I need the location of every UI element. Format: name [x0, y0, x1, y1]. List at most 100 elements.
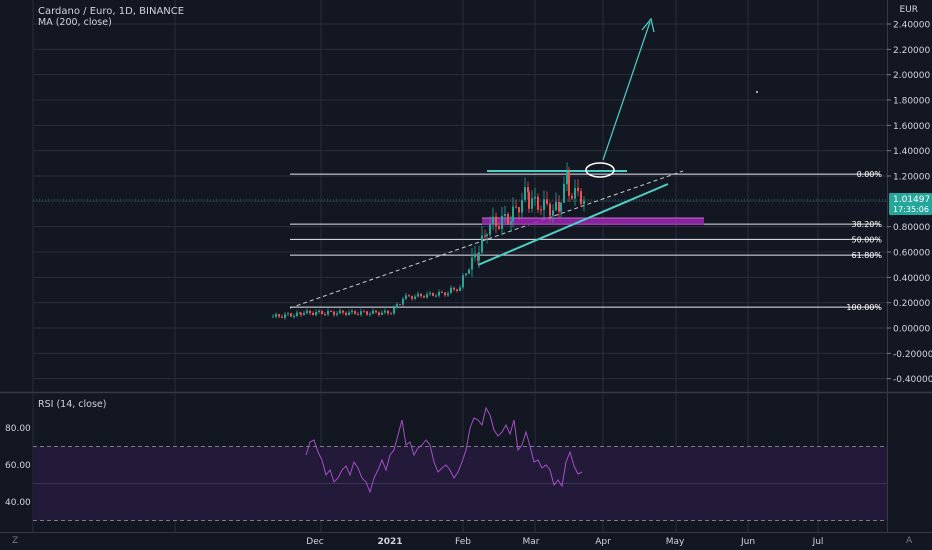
support-zone [482, 218, 704, 225]
candle-body [345, 312, 347, 316]
dashed-trendline [289, 170, 684, 309]
price-tick-label: 1.20000 [893, 173, 930, 183]
symbol-legend[interactable]: Cardano / Euro, 1D, BINANCE [38, 6, 184, 17]
ma-legend[interactable]: MA (200, close) [38, 17, 112, 28]
candle-body [549, 203, 551, 216]
candle-body [281, 316, 283, 318]
projection-arrow-line [602, 21, 651, 161]
candle-body [537, 196, 539, 210]
candle-body [360, 311, 362, 315]
candle-body [566, 171, 568, 185]
candle-body [478, 252, 480, 261]
candle-body [387, 310, 389, 314]
fib-level-label: 100.00% [846, 303, 882, 312]
candle-body [528, 192, 530, 209]
candle-body [306, 310, 308, 314]
price-tick-label: 0.60000 [893, 249, 930, 259]
candle-body [417, 293, 419, 297]
rsi-tick-label: 80.00 [5, 424, 31, 434]
candle-body [411, 296, 413, 299]
candle-body [481, 235, 483, 253]
candle-body [563, 184, 565, 203]
candle-body [278, 314, 280, 317]
candle-body [462, 275, 464, 288]
candle-countdown: 17:35:06 [893, 205, 929, 214]
rsi-tick-label: 40.00 [5, 498, 31, 508]
candles [272, 162, 585, 320]
candle-body [447, 293, 449, 296]
candle-body [390, 313, 392, 315]
candle-body [293, 316, 295, 318]
time-tick-label: Jul [812, 537, 824, 547]
candle-body [524, 187, 526, 200]
candle-body [378, 312, 380, 316]
breakout-circle [585, 162, 615, 178]
fib-level-label: 50.00% [851, 235, 882, 244]
candle-body [275, 314, 277, 317]
fib-labels: 0.00% 38.20% 50.00% 61.80% 100.00% [846, 170, 882, 312]
candle-body [354, 310, 356, 314]
candle-body [381, 312, 383, 316]
candle-body [471, 257, 473, 270]
candle-body [495, 216, 497, 227]
candle-body [492, 216, 494, 225]
candle-body [399, 304, 401, 306]
drawings [33, 17, 887, 309]
candle-body [580, 191, 582, 205]
candle-body [468, 269, 470, 274]
time-axis[interactable]: Dec 2021 Feb Mar Apr May Jun Jul [306, 537, 823, 547]
candle-body [453, 287, 455, 290]
candle-body [444, 292, 446, 296]
price-tick-label: 0.20000 [893, 299, 930, 309]
candle-body [309, 310, 311, 314]
candle-body [272, 316, 274, 318]
candle-body [351, 310, 353, 313]
candle-body [456, 289, 458, 291]
price-axis[interactable]: EUR 2.40000 2.20000 2.00000 1.80000 1.60000 1.… [887, 5, 932, 385]
candle-body [287, 313, 289, 315]
fib-level-label: 61.80% [851, 251, 882, 260]
candle-body [510, 221, 512, 225]
projection-arrow-head [641, 17, 655, 33]
price-tick-label: 1.40000 [893, 147, 930, 157]
candle-body [568, 171, 570, 196]
candle-body [574, 187, 576, 199]
time-tick-label: May [666, 537, 685, 547]
price-tick-label: 0.00000 [893, 325, 930, 335]
candle-body [438, 291, 440, 296]
candle-body [342, 310, 344, 313]
candle-body [560, 202, 562, 212]
currency-label: EUR [899, 5, 918, 15]
time-tick-label: Dec [306, 537, 323, 547]
candle-body [396, 304, 398, 308]
symbol-title: Cardano / Euro, 1D, BINANCE [38, 6, 185, 17]
fib-level-label: 38.20% [851, 220, 882, 229]
corner-right[interactable]: A [906, 536, 913, 546]
candle-body [405, 295, 407, 299]
candle-body [465, 273, 467, 276]
rsi-line [305, 406, 583, 494]
candle-body [420, 293, 422, 297]
candle-body [366, 311, 368, 315]
candle-body [504, 213, 506, 216]
candle-body [393, 307, 395, 314]
price-tick-label: 0.40000 [893, 274, 930, 284]
time-tick-label: 2021 [377, 537, 402, 547]
candle-body [489, 224, 491, 235]
candle-body [426, 294, 428, 298]
candle-body [474, 253, 476, 258]
candle-body [423, 296, 425, 298]
candle-body [321, 310, 323, 315]
candle-body [315, 312, 317, 315]
candle-body [290, 313, 292, 317]
rsi-legend[interactable]: RSI (14, close) [38, 399, 106, 410]
candle-body [318, 310, 320, 313]
candle-body [498, 226, 500, 229]
price-tick-label: -0.20000 [893, 350, 932, 360]
time-tick-label: Mar [523, 537, 540, 547]
price-tick-label: 1.80000 [893, 97, 930, 107]
candle-body [534, 196, 536, 199]
candle-body [312, 313, 314, 315]
corner-left[interactable]: Z [12, 536, 19, 546]
